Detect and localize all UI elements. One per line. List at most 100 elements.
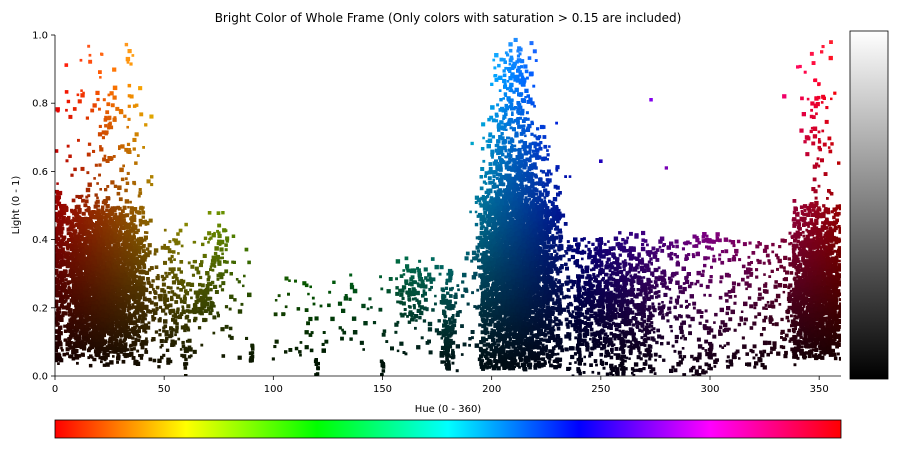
scatter-point <box>138 248 142 252</box>
scatter-point <box>202 319 205 322</box>
scatter-point <box>111 346 116 351</box>
scatter-point <box>56 109 60 113</box>
scatter-point <box>97 253 102 258</box>
scatter-point <box>304 345 309 350</box>
scatter-point <box>368 297 372 301</box>
scatter-point <box>87 306 91 310</box>
scatter-point <box>79 227 85 233</box>
scatter-point <box>73 208 77 213</box>
scatter-point <box>429 278 433 281</box>
scatter-point <box>410 314 414 318</box>
scatter-point <box>101 136 105 140</box>
scatter-point <box>126 239 130 243</box>
scatter-point <box>385 340 389 343</box>
scatter-point <box>66 280 70 284</box>
scatter-point <box>141 325 145 330</box>
scatter-point <box>104 257 109 262</box>
scatter-point <box>79 268 83 273</box>
scatter-point <box>187 310 191 314</box>
scatter-point <box>113 321 116 325</box>
scatter-point <box>105 345 109 349</box>
scatter-point <box>210 259 215 263</box>
scatter-point <box>86 171 90 175</box>
scatter-point <box>60 346 63 350</box>
scatter-point <box>60 278 65 283</box>
scatter-point <box>55 205 58 210</box>
scatter-point <box>113 235 118 240</box>
scatter-point <box>321 342 325 346</box>
scatter-point <box>133 230 138 234</box>
scatter-point <box>150 175 154 179</box>
scatter-point <box>55 195 60 200</box>
scatter-point <box>460 353 464 356</box>
scatter-point <box>207 231 212 236</box>
scatter-point <box>131 313 134 317</box>
scatter-point <box>92 331 97 335</box>
scatter-point <box>284 350 288 354</box>
scatter-point <box>65 352 69 356</box>
scatter-point <box>431 277 436 282</box>
scatter-point <box>58 249 63 253</box>
scatter-point <box>117 206 122 211</box>
scatter-point <box>147 268 152 272</box>
scatter-point <box>447 360 451 364</box>
scatter-point <box>88 217 93 222</box>
scatter-point <box>103 202 107 206</box>
scatter-point <box>100 52 103 56</box>
scatter-point <box>121 225 125 229</box>
scatter-point <box>69 354 74 359</box>
scatter-point <box>95 342 100 347</box>
scatter-point <box>410 275 415 280</box>
scatter-point <box>142 328 147 333</box>
scatter-point <box>71 260 76 264</box>
scatter-point <box>132 249 137 254</box>
scatter-point <box>145 253 150 258</box>
scatter-point <box>121 317 125 322</box>
scatter-point <box>56 201 62 207</box>
scatter-point <box>75 277 80 282</box>
scatter-point <box>120 177 125 182</box>
scatter-point <box>82 222 86 226</box>
scatter-point <box>522 210 526 215</box>
scatter-point <box>84 216 88 220</box>
scatter-point <box>61 283 65 288</box>
scatter-point <box>302 281 307 286</box>
scatter-point <box>79 58 83 62</box>
scatter-point <box>144 123 148 127</box>
scatter-point <box>155 275 160 281</box>
scatter-point <box>100 360 103 364</box>
scatter-point <box>428 287 432 292</box>
scatter-point <box>59 297 62 301</box>
scatter-point <box>59 273 63 277</box>
scatter-point <box>165 336 169 341</box>
scatter-point <box>451 326 455 330</box>
scatter-point <box>434 328 439 333</box>
scatter-point <box>294 346 299 351</box>
scatter-point <box>380 287 384 291</box>
scatter-point <box>101 346 106 352</box>
scatter-point <box>131 289 136 294</box>
scatter-point <box>74 261 80 267</box>
scatter-point <box>55 277 58 281</box>
scatter-point <box>544 317 549 321</box>
scatter-point <box>314 362 319 366</box>
scatter-point <box>372 321 377 325</box>
scatter-point <box>229 272 233 276</box>
scatter-point <box>536 127 540 131</box>
scatter-point <box>88 239 92 244</box>
scatter-point <box>173 258 176 261</box>
scatter-point <box>71 291 77 297</box>
scatter-point <box>214 290 219 294</box>
scatter-point <box>114 250 118 254</box>
scatter-point <box>205 284 210 288</box>
scatter-point <box>58 310 62 314</box>
scatter-point <box>192 349 197 354</box>
scatter-point <box>173 238 178 243</box>
scatter-point <box>85 232 88 235</box>
scatter-point <box>101 280 105 284</box>
scatter-point <box>81 306 85 310</box>
scatter-point <box>59 255 64 260</box>
scatter-point <box>207 275 211 279</box>
scatter-point <box>55 358 59 363</box>
scatter-point <box>79 279 83 284</box>
